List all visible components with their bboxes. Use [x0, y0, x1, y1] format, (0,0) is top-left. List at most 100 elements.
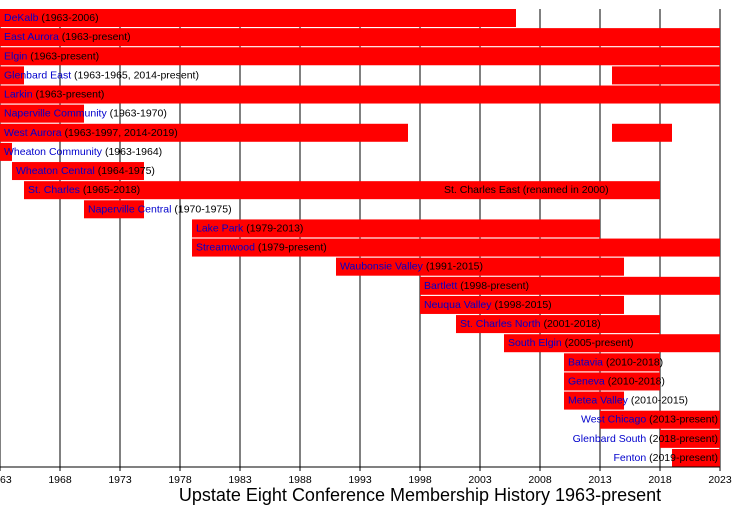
x-tick-label: 2023 — [708, 474, 732, 486]
membership-bar — [12, 162, 144, 181]
school-link[interactable]: Wheaton Community — [4, 146, 103, 158]
membership-years: (1963-1997, 2014-2019) — [65, 127, 178, 139]
school-link[interactable]: DeKalb — [4, 12, 39, 24]
row-label: Streamwood (1979-present) — [196, 241, 327, 253]
row-label: Fenton (2019-present) — [614, 452, 719, 464]
grid — [0, 9, 721, 467]
membership-bar — [420, 295, 624, 314]
membership-bar — [336, 257, 624, 276]
school-link[interactable]: West Chicago — [581, 414, 646, 426]
membership-bar — [672, 448, 720, 467]
row-label: Lake Park (1979-2013) — [196, 222, 303, 234]
membership-years: (1963-2006) — [41, 12, 98, 24]
membership-bar — [420, 276, 720, 295]
annotation: St. Charles East (renamed in 2000) — [444, 184, 609, 196]
membership-bar — [0, 123, 408, 142]
x-tick-label: 1993 — [348, 474, 372, 486]
x-tick-label: 2013 — [588, 474, 612, 486]
x-tick-label: 2008 — [528, 474, 552, 486]
x-tick-label: 1963 — [0, 474, 12, 486]
x-tick-label: 1988 — [288, 474, 312, 486]
school-link[interactable]: Waubonsie Valley — [340, 260, 424, 272]
school-link[interactable]: St. Charles — [28, 184, 80, 196]
membership-years: (2010-2018) — [606, 356, 663, 368]
membership-bar — [0, 85, 720, 104]
membership-bar — [564, 391, 624, 410]
school-link[interactable]: Larkin — [4, 88, 33, 100]
row-label: South Elgin (2005-present) — [508, 337, 634, 349]
membership-bar — [84, 200, 144, 219]
membership-years: (1998-present) — [460, 280, 529, 292]
school-link[interactable]: Bartlett — [424, 280, 457, 292]
membership-years: (1963-1970) — [110, 107, 167, 119]
x-tick-label: 1983 — [228, 474, 252, 486]
row-label: Waubonsie Valley (1991-2015) — [340, 260, 483, 272]
row-label: Wheaton Community (1963-1964) — [4, 146, 162, 158]
school-link[interactable]: Glenbard South — [573, 433, 647, 445]
membership-years: (1979-present) — [258, 241, 327, 253]
row-label: West Aurora (1963-1997, 2014-2019) — [4, 127, 178, 139]
membership-years: (1963-present) — [30, 50, 99, 62]
membership-bar — [600, 410, 720, 429]
school-link[interactable]: West Aurora — [4, 127, 62, 139]
membership-bar — [612, 66, 720, 85]
membership-bar — [0, 66, 24, 85]
membership-bar — [192, 238, 720, 257]
school-link[interactable]: Lake Park — [196, 222, 244, 234]
school-link[interactable]: Fenton — [614, 452, 647, 464]
school-link[interactable]: Geneva — [568, 375, 605, 387]
membership-bar — [0, 47, 720, 66]
row-label: Batavia (2010-2018) — [568, 356, 663, 368]
membership-bar — [0, 104, 84, 123]
membership-bar — [0, 28, 720, 47]
school-link[interactable]: Naperville Community — [4, 107, 107, 119]
membership-bar — [564, 353, 660, 372]
membership-bar — [0, 142, 12, 161]
membership-bar — [0, 9, 516, 27]
row-label: St. Charles North (2001-2018) — [460, 318, 601, 330]
labels: DeKalb (1963-2006) East Aurora (1963-pres… — [4, 12, 718, 464]
membership-bar — [612, 123, 672, 142]
x-axis: 1963 1968 1973 1978 1983 1988 1993 1998 2003 2008… — [0, 466, 732, 486]
school-link[interactable]: St. Charles North — [460, 318, 541, 330]
school-link[interactable]: Batavia — [568, 356, 603, 368]
row-label: St. Charles (1965-2018) — [28, 184, 140, 196]
row-label: West Chicago (2013-present) — [581, 414, 718, 426]
row-label: Glenbard South (2018-present) — [573, 433, 718, 445]
membership-years: (1965-2018) — [83, 184, 140, 196]
school-link[interactable]: Streamwood — [196, 241, 255, 253]
membership-bar — [24, 181, 660, 200]
row-label: Elgin (1963-present) — [4, 50, 99, 62]
school-link[interactable]: Wheaton Central — [16, 165, 95, 177]
membership-years: (1979-2013) — [246, 222, 303, 234]
membership-years: (2019-present) — [649, 452, 718, 464]
membership-bar — [456, 315, 660, 334]
x-tick-label: 2003 — [468, 474, 492, 486]
x-tick-label: 1998 — [408, 474, 432, 486]
row-label: Bartlett (1998-present) — [424, 280, 529, 292]
membership-years: (1998-2015) — [494, 299, 551, 311]
membership-years: (1963-present) — [62, 31, 131, 43]
membership-bar — [660, 429, 720, 448]
membership-bar — [564, 372, 660, 391]
row-label: Wheaton Central (1964-1975) — [16, 165, 155, 177]
row-label: Naperville Central (1970-1975) — [88, 203, 232, 215]
row-label: East Aurora (1963-present) — [4, 31, 131, 43]
membership-years: (2001-2018) — [543, 318, 600, 330]
school-link[interactable]: Glenbard East — [4, 69, 71, 81]
row-label: Metea Valley (2010-2015) — [568, 394, 688, 406]
school-link[interactable]: Metea Valley — [568, 394, 629, 406]
school-link[interactable]: Naperville Central — [88, 203, 171, 215]
school-link[interactable]: Elgin — [4, 50, 28, 62]
school-link[interactable]: Neuqua Valley — [424, 299, 492, 311]
membership-years: (1991-2015) — [426, 260, 483, 272]
membership-years: (1970-1975) — [174, 203, 231, 215]
row-label: Larkin (1963-present) — [4, 88, 104, 100]
school-link[interactable]: South Elgin — [508, 337, 562, 349]
row-label: Geneva (2010-2018) — [568, 375, 665, 387]
school-link[interactable]: East Aurora — [4, 31, 59, 43]
x-tick-label: 1968 — [48, 474, 72, 486]
bars — [0, 9, 720, 467]
row-label: Naperville Community (1963-1970) — [4, 107, 167, 119]
